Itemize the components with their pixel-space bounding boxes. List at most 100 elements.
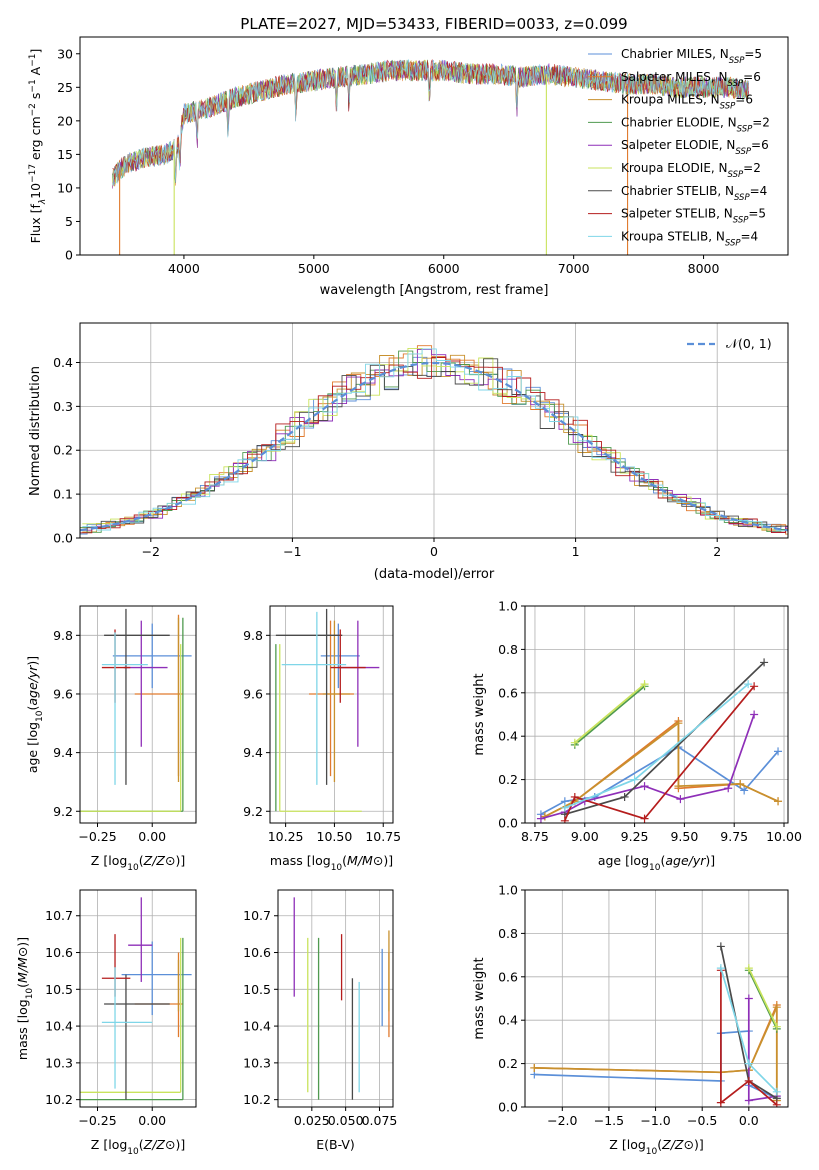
weight-marker	[676, 795, 685, 804]
x-tick-label: 9.50	[670, 829, 698, 844]
y-axis-label: mass weight	[472, 957, 487, 1039]
weight-line	[564, 685, 755, 822]
y-axis-label: mass weight	[472, 673, 487, 755]
y-tick-label: 10.5	[45, 982, 73, 997]
y-tick-label: 9.8	[53, 628, 73, 643]
x-tick-label: 10.00	[766, 829, 802, 844]
weight-marker	[744, 1059, 753, 1068]
weight-marker	[716, 964, 725, 973]
panel-weight-vs-age: 8.75 9.00 9.25 9.50 9.75 10.00 0.0 0.2 0.4 0.6 0.8…	[472, 599, 802, 874]
y-tick-label: 10.3	[45, 1055, 73, 1070]
weight-marker	[560, 816, 569, 823]
x-tick-label: −2	[142, 544, 160, 559]
x-tick-label: 2	[713, 544, 721, 559]
weight-marker	[740, 786, 749, 795]
weight-marker	[640, 680, 649, 689]
y-tick-label: 9.4	[243, 745, 263, 760]
y-axis-label: Flux [fλ10−17 erg cm−2 s−1 A−1]	[28, 49, 48, 244]
x-tick-label: 10.75	[365, 829, 401, 844]
x-tick-label: −1.0	[640, 1113, 670, 1128]
residual-histogram	[80, 357, 788, 534]
legend-label: Chabrier ELODIE, NSSP=2	[621, 115, 770, 134]
x-tick-label: 0.075	[362, 1113, 398, 1128]
y-tick-label: 0.4	[498, 729, 518, 744]
x-tick-label: 6000	[428, 261, 460, 276]
y-tick-label: 9.2	[53, 804, 73, 819]
y-tick-label: 9.8	[243, 628, 263, 643]
weight-marker	[744, 1076, 753, 1085]
legend-label: 𝒩(0, 1)	[726, 336, 772, 351]
legend-label: Chabrier STELIB, NSSP=4	[621, 184, 767, 203]
legend-label: Kroupa MILES, NSSP=6	[621, 93, 753, 112]
x-axis-label: wavelength [Angstrom, rest frame]	[320, 283, 549, 298]
y-axis-label: age [log10(age/yr)]	[25, 656, 45, 773]
weight-marker	[630, 775, 639, 784]
x-axis-label: mass [log10(M/M⊙)]	[270, 853, 393, 873]
weight-line	[574, 685, 646, 746]
legend-label: Kroupa STELIB, NSSP=4	[621, 229, 758, 248]
residual-histogram	[80, 358, 788, 531]
y-tick-label: 9.6	[243, 686, 263, 701]
y-tick-label: 1.0	[498, 599, 518, 614]
x-tick-label: 0.00	[138, 829, 166, 844]
residual-histogram	[82, 347, 788, 532]
x-tick-label: −0.25	[78, 1113, 116, 1128]
panel-age-vs-Z: −0.25 0.00 9.2 9.4 9.6 9.8 Z [log10(Z/Z⊙)] age …	[25, 605, 197, 873]
axes-frame	[524, 605, 789, 824]
axes-frame	[277, 889, 394, 1108]
x-axis-label: Z [log10(Z/Z⊙)]	[91, 853, 185, 873]
panel-weight-vs-Z: −2.0 −1.5 −1.0 −0.5 0.0 0.0 0.2 0.4 0.6 0.8 1.0 mas…	[472, 883, 789, 1157]
residual-histogram	[80, 350, 788, 533]
y-tick-label: 10.3	[243, 1055, 271, 1070]
x-tick-label: 0.00	[138, 1113, 166, 1128]
x-tick-label: 9.75	[720, 829, 748, 844]
spectrum-line	[112, 58, 749, 187]
y-tick-label: 0.3	[53, 399, 73, 414]
y-tick-label: 10.2	[243, 1092, 271, 1107]
x-tick-label: −1	[283, 544, 301, 559]
y-tick-label: 0.6	[498, 685, 518, 700]
y-tick-label: 9.6	[53, 686, 73, 701]
panel-age-vs-mass: 10.25 10.50 10.75 9.2 9.4 9.6 9.8 mass [log10(M…	[243, 605, 401, 873]
weight-marker	[716, 942, 725, 951]
x-tick-label: 8000	[688, 261, 720, 276]
legend-label: Kroupa ELODIE, NSSP=2	[621, 161, 761, 180]
axes-frame	[269, 605, 394, 824]
weight-marker	[760, 658, 769, 667]
y-axis-label: Normed distribution	[28, 366, 43, 496]
y-tick-label: 10.4	[45, 1019, 73, 1034]
y-tick-label: 10.6	[243, 945, 271, 960]
axes-frame	[79, 322, 789, 539]
plot-area	[536, 658, 783, 823]
weight-marker	[536, 814, 545, 823]
x-tick-label: −0.5	[687, 1113, 717, 1128]
legend-label: Salpeter MILES, NSSP=6	[621, 70, 761, 89]
weight-line	[720, 970, 778, 1106]
weight-marker	[772, 1100, 781, 1107]
x-tick-label: −0.25	[78, 829, 116, 844]
y-tick-label: 0.6	[498, 969, 518, 984]
axes-frame	[524, 889, 789, 1108]
panel-spectrum: 4000 5000 6000 7000 8000 0 5 10 15 20 25 30 waveleng…	[28, 36, 789, 298]
weight-marker	[674, 719, 683, 728]
y-tick-label: 0.2	[53, 443, 73, 458]
weight-marker	[640, 814, 649, 823]
axes-frame	[79, 889, 197, 1108]
y-tick-label: 0.2	[498, 772, 518, 787]
y-tick-label: 10.5	[243, 982, 271, 997]
legend-label: Chabrier MILES, NSSP=5	[621, 47, 762, 66]
weight-marker	[736, 779, 745, 788]
weight-line	[540, 745, 779, 816]
y-tick-label: 0	[65, 248, 73, 263]
y-tick-label: 10.2	[45, 1092, 73, 1107]
x-tick-label: 1	[572, 544, 580, 559]
y-tick-label: 5	[65, 214, 73, 229]
plot-area	[530, 942, 781, 1107]
y-tick-label: 9.4	[53, 745, 73, 760]
y-tick-label: 10.4	[243, 1019, 271, 1034]
legend-label: Salpeter ELODIE, NSSP=6	[621, 138, 769, 157]
y-tick-label: 0.4	[53, 355, 73, 370]
x-tick-label: 0.050	[328, 1113, 364, 1128]
y-tick-label: 10.7	[45, 908, 73, 923]
